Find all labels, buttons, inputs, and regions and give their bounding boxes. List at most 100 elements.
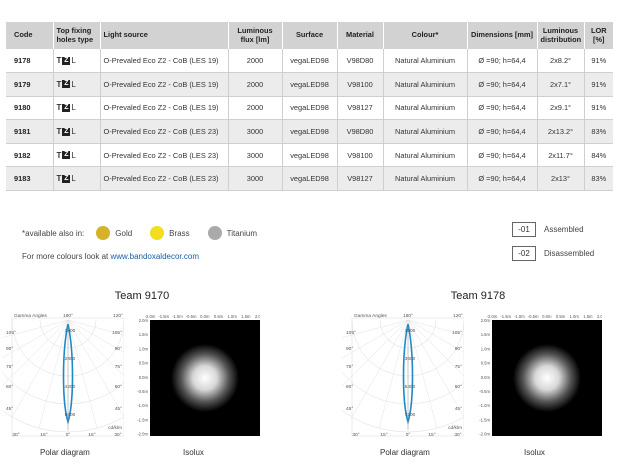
brass-swatch-icon <box>150 226 165 240</box>
colour-name: Gold <box>115 228 133 238</box>
angle-label: 15° <box>40 432 47 438</box>
cell-code: 9179 <box>6 72 54 97</box>
angle-label: 105° <box>112 330 122 336</box>
cell-distribution: 2x9.1° <box>537 96 585 121</box>
gamma-angles-label: Gamma Angles <box>14 313 47 319</box>
hole-type-z: Z <box>62 80 71 89</box>
angle-label: 90° <box>6 346 13 352</box>
colour-name: Titanium <box>226 228 258 238</box>
angle-label: 75° <box>346 364 353 370</box>
intensity-label: 4200 <box>65 384 76 390</box>
cell-material: V98127 <box>337 166 384 192</box>
angle-label: 45° <box>346 406 353 412</box>
intensity-label: 1800 <box>405 328 416 334</box>
isolux-field <box>150 320 260 436</box>
angle-label: 75° <box>115 364 122 370</box>
hole-type-z: Z <box>62 151 71 160</box>
polar-diagram: Gamma Angles 180° 120° 105° 90° 75° 60° 45° 105°… <box>295 312 521 438</box>
cell-distribution: 2x8.2° <box>537 49 585 74</box>
isolux-y-label: 1.5m <box>481 332 491 337</box>
header-code: Code <box>6 22 54 49</box>
isolux-x-label: 0.0m <box>542 314 552 319</box>
intensity-label: 3600 <box>405 356 416 362</box>
hole-type-l: L <box>71 103 76 113</box>
cell-distribution: 2x7.1° <box>537 72 585 97</box>
isolux-y-label: 2.0m <box>139 318 149 323</box>
cell-surface: vegaLED98 <box>282 166 338 192</box>
cell-colour: Natural Aluminium <box>383 49 468 74</box>
disassembled-label: Disassembled <box>544 249 595 258</box>
isolux-x-label: -1.0m <box>514 314 525 319</box>
isolux-caption: Isolux <box>524 448 545 457</box>
header-dimensions: Dimensions [mm] <box>467 22 538 49</box>
isolux-y-label: 0.0m <box>139 375 149 380</box>
panel-title: Team 9170 <box>114 290 170 302</box>
hole-type-t: T <box>56 56 62 66</box>
isolux-x-label: 0.5m <box>214 314 224 319</box>
isolux-diagram: -2.0m 2.0m -1.5m 1.5m -1.0m 1.0m -0.5m 0.5m 0.0m… <box>478 312 602 438</box>
assembled-legend: -01 Assembled <box>512 222 584 237</box>
angle-label: 15° <box>88 432 95 438</box>
isolux-field <box>492 320 602 436</box>
isolux-x-label: -2.0m <box>145 314 156 319</box>
isolux-y-label: -1.5m <box>137 417 148 422</box>
isolux-y-label: -0.5m <box>479 389 490 394</box>
angle-label: 180° <box>63 313 73 319</box>
isolux-y-label: 1.0m <box>481 346 491 351</box>
cell-flux: 2000 <box>228 72 283 97</box>
hole-type-l: L <box>71 150 76 160</box>
hole-type-t: T <box>56 103 62 113</box>
table-row: 9182 T Z L O-Prevaled Eco Z2 - CoB (LES 23) 3… <box>6 143 613 168</box>
intensity-label: 7200 <box>405 412 416 418</box>
cell-material: V98127 <box>337 96 384 121</box>
cell-lor: 91% <box>584 72 613 97</box>
isolux-y-label: -2.0m <box>479 432 490 437</box>
colour-name: Brass <box>169 228 190 238</box>
isolux-x-label: 0.5m <box>556 314 566 319</box>
panel-title: Team 9178 <box>450 290 506 302</box>
isolux-caption: Isolux <box>183 448 204 457</box>
cell-material: V98100 <box>337 143 384 168</box>
availability-label: *available also in: <box>22 228 85 238</box>
cell-distribution: 2x13° <box>537 166 585 192</box>
hole-type-l: L <box>71 127 76 137</box>
angle-label: 30° <box>454 432 461 438</box>
polar-caption: Polar diagram <box>40 448 90 457</box>
isolux-x-label: 0.0m <box>200 314 210 319</box>
isolux-y-label: 0.0m <box>481 375 491 380</box>
titanium-swatch-icon <box>207 226 222 240</box>
light-spot <box>171 344 239 412</box>
spec-table: Code Top fixing holes type Light source … <box>6 22 613 192</box>
cell-code: 9178 <box>6 49 54 74</box>
unit-label: cd/klm <box>108 425 122 431</box>
header-flux: Luminous flux [lm] <box>228 22 283 49</box>
angle-label: 75° <box>455 364 462 370</box>
hole-type-z: Z <box>62 174 71 183</box>
hole-type-z: Z <box>62 103 71 112</box>
cell-surface: vegaLED98 <box>282 96 338 121</box>
isolux-y-label: 1.0m <box>139 346 149 351</box>
availability-row: *available also in: Gold Brass Titanium <box>22 226 269 240</box>
header-light-source: Light source <box>100 22 229 49</box>
angle-label: 15° <box>428 432 435 438</box>
cell-colour: Natural Aluminium <box>383 72 468 97</box>
intensity-label: 1400 <box>65 328 76 334</box>
header-surface: Surface <box>282 22 338 49</box>
angle-label: 0° <box>66 432 71 438</box>
angle-label: 30° <box>114 432 121 438</box>
polar-caption: Polar diagram <box>380 448 430 457</box>
website-link[interactable]: www.bandoxaldecor.com <box>110 252 200 261</box>
colour-option-titanium: Titanium <box>207 226 258 240</box>
header-holes: Top fixing holes type <box>53 22 101 49</box>
cell-light-source: O-Prevaled Eco Z2 - CoB (LES 23) <box>100 166 229 192</box>
intensity-label: 5600 <box>65 412 76 418</box>
